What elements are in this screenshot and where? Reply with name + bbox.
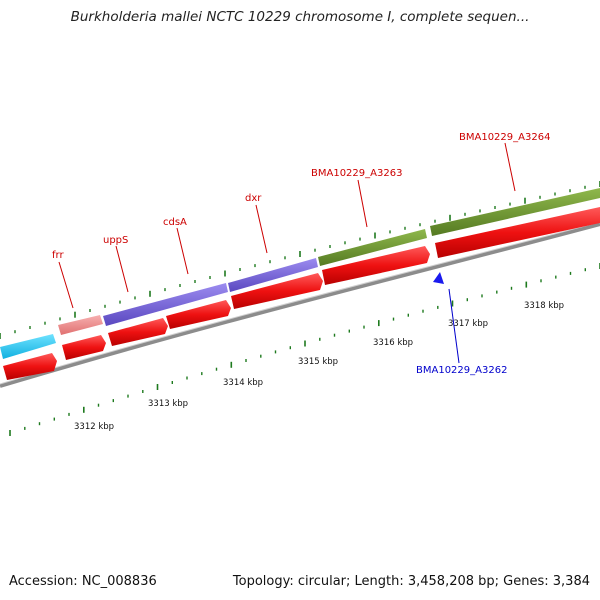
- gene-label-bma3263[interactable]: BMA10229_A3263: [311, 168, 402, 179]
- scale-label-3313: 3313 kbp: [148, 399, 188, 409]
- scale-label-3315: 3315 kbp: [298, 357, 338, 367]
- cds-arrow-1[interactable]: [3, 353, 57, 380]
- gene-block-frr[interactable]: [58, 315, 103, 335]
- scale-label-3317: 3317 kbp: [448, 319, 488, 329]
- cds-arrow-7[interactable]: [435, 207, 600, 258]
- cds-arrow-4[interactable]: [166, 300, 231, 329]
- gene-label-dxr[interactable]: dxr: [245, 193, 262, 204]
- gene-block-bma3263[interactable]: [318, 229, 427, 266]
- scale-label-3314: 3314 kbp: [223, 378, 263, 388]
- scale-label-3316: 3316 kbp: [373, 338, 413, 348]
- cds-arrow-5[interactable]: [231, 273, 323, 309]
- outer-scale-ticks: [0, 181, 600, 339]
- cds-arrow-6[interactable]: [322, 246, 430, 285]
- gene-label-cdsA[interactable]: cdsA: [163, 217, 187, 228]
- backbone-track: [0, 221, 600, 388]
- gene-block-bma3264[interactable]: [430, 188, 600, 236]
- gene-block-uppS[interactable]: [103, 283, 228, 326]
- accession-text: Accession: NC_008836: [9, 574, 157, 589]
- cds-arrow-2[interactable]: [62, 335, 106, 360]
- gene-block-dxr[interactable]: [228, 258, 318, 292]
- gene-label-frr[interactable]: frr: [52, 250, 64, 261]
- gene-label-bma3264[interactable]: BMA10229_A3264: [459, 132, 550, 143]
- inner-scale-ticks: [9, 263, 600, 436]
- feature-track: [0, 188, 600, 359]
- gene-label-bma3262[interactable]: BMA10229_A3262: [416, 365, 507, 376]
- gene-label-uppS[interactable]: uppS: [103, 235, 128, 246]
- scale-label-3318: 3318 kbp: [524, 301, 564, 311]
- label-leader-lines: [58, 142, 516, 364]
- cds-arrow-3[interactable]: [108, 318, 168, 346]
- map-title: Burkholderia mallei NCTC 10229 chromosom…: [70, 9, 530, 25]
- gene-block-cyan[interactable]: [0, 334, 56, 359]
- scale-label-3312: 3312 kbp: [74, 422, 114, 432]
- cds-track: [3, 207, 600, 380]
- topology-summary-text: Topology: circular; Length: 3,458,208 bp…: [232, 574, 590, 589]
- feature-marker-bma3262[interactable]: [433, 272, 444, 284]
